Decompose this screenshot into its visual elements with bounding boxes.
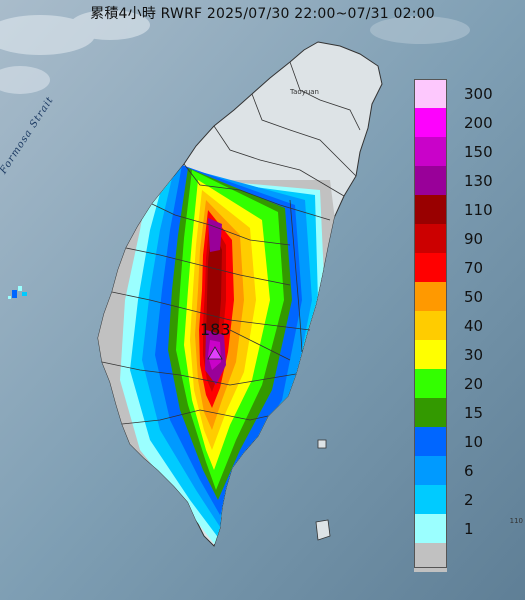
legend-label: 150 [464, 143, 493, 161]
legend-label: 30 [464, 346, 484, 364]
legend-label: 20 [464, 375, 484, 393]
legend-swatch [414, 108, 447, 137]
legend-row: 40 [414, 311, 519, 340]
legend-frame [414, 79, 447, 568]
legend-label: 50 [464, 288, 484, 306]
city-label: Taoyuan [290, 88, 319, 96]
legend-swatch [414, 224, 447, 253]
legend-swatch [414, 456, 447, 485]
legend-row: 110 [414, 195, 519, 224]
legend-swatch [414, 369, 447, 398]
color-legend: 300 200 150 130 110 90 70 50 40 30 20 15 10 6 2 1 [414, 79, 519, 572]
legend-row: 150 [414, 137, 519, 166]
legend-label: 300 [464, 85, 493, 103]
legend-label: 110 [464, 201, 493, 219]
legend-label: 15 [464, 404, 484, 422]
legend-label: 200 [464, 114, 493, 132]
legend-row: 20 [414, 369, 519, 398]
coord-label: 110 [509, 517, 523, 525]
penghu-islands [8, 286, 27, 299]
legend-label: 130 [464, 172, 493, 190]
legend-swatch [414, 253, 447, 282]
legend-row: 130 [414, 166, 519, 195]
legend-row: 10 [414, 427, 519, 456]
legend-swatch [414, 282, 447, 311]
legend-swatch [414, 79, 447, 108]
legend-label: 6 [464, 462, 474, 480]
legend-label: 1 [464, 520, 474, 538]
peak-marker-icon [207, 346, 223, 360]
legend-swatch [414, 514, 447, 543]
legend-swatch [414, 311, 447, 340]
cloud-texture [0, 10, 470, 94]
legend-row: 15 [414, 398, 519, 427]
orchid-island [315, 519, 331, 541]
legend-swatch [414, 485, 447, 514]
legend-swatch [414, 398, 447, 427]
legend-label: 90 [464, 230, 484, 248]
legend-label: 40 [464, 317, 484, 335]
legend-row: 50 [414, 282, 519, 311]
legend-swatch [414, 166, 447, 195]
legend-swatch [414, 427, 447, 456]
legend-row: 2 [414, 485, 519, 514]
legend-label: 10 [464, 433, 484, 451]
legend-row: 70 [414, 253, 519, 282]
legend-row: 1 [414, 514, 519, 543]
legend-row: 200 [414, 108, 519, 137]
legend-label: 2 [464, 491, 474, 509]
legend-row: 300 [414, 79, 519, 108]
legend-swatch [414, 195, 447, 224]
legend-row: 30 [414, 340, 519, 369]
legend-swatch [414, 340, 447, 369]
legend-row: 6 [414, 456, 519, 485]
legend-row: 90 [414, 224, 519, 253]
county-boundaries [101, 61, 361, 425]
legend-label: 70 [464, 259, 484, 277]
map-title: 累積4小時 RWRF 2025/07/30 22:00~07/31 02:00 [90, 6, 435, 22]
legend-swatch [414, 137, 447, 166]
green-island [317, 439, 327, 449]
peak-value: 183 [200, 320, 231, 339]
